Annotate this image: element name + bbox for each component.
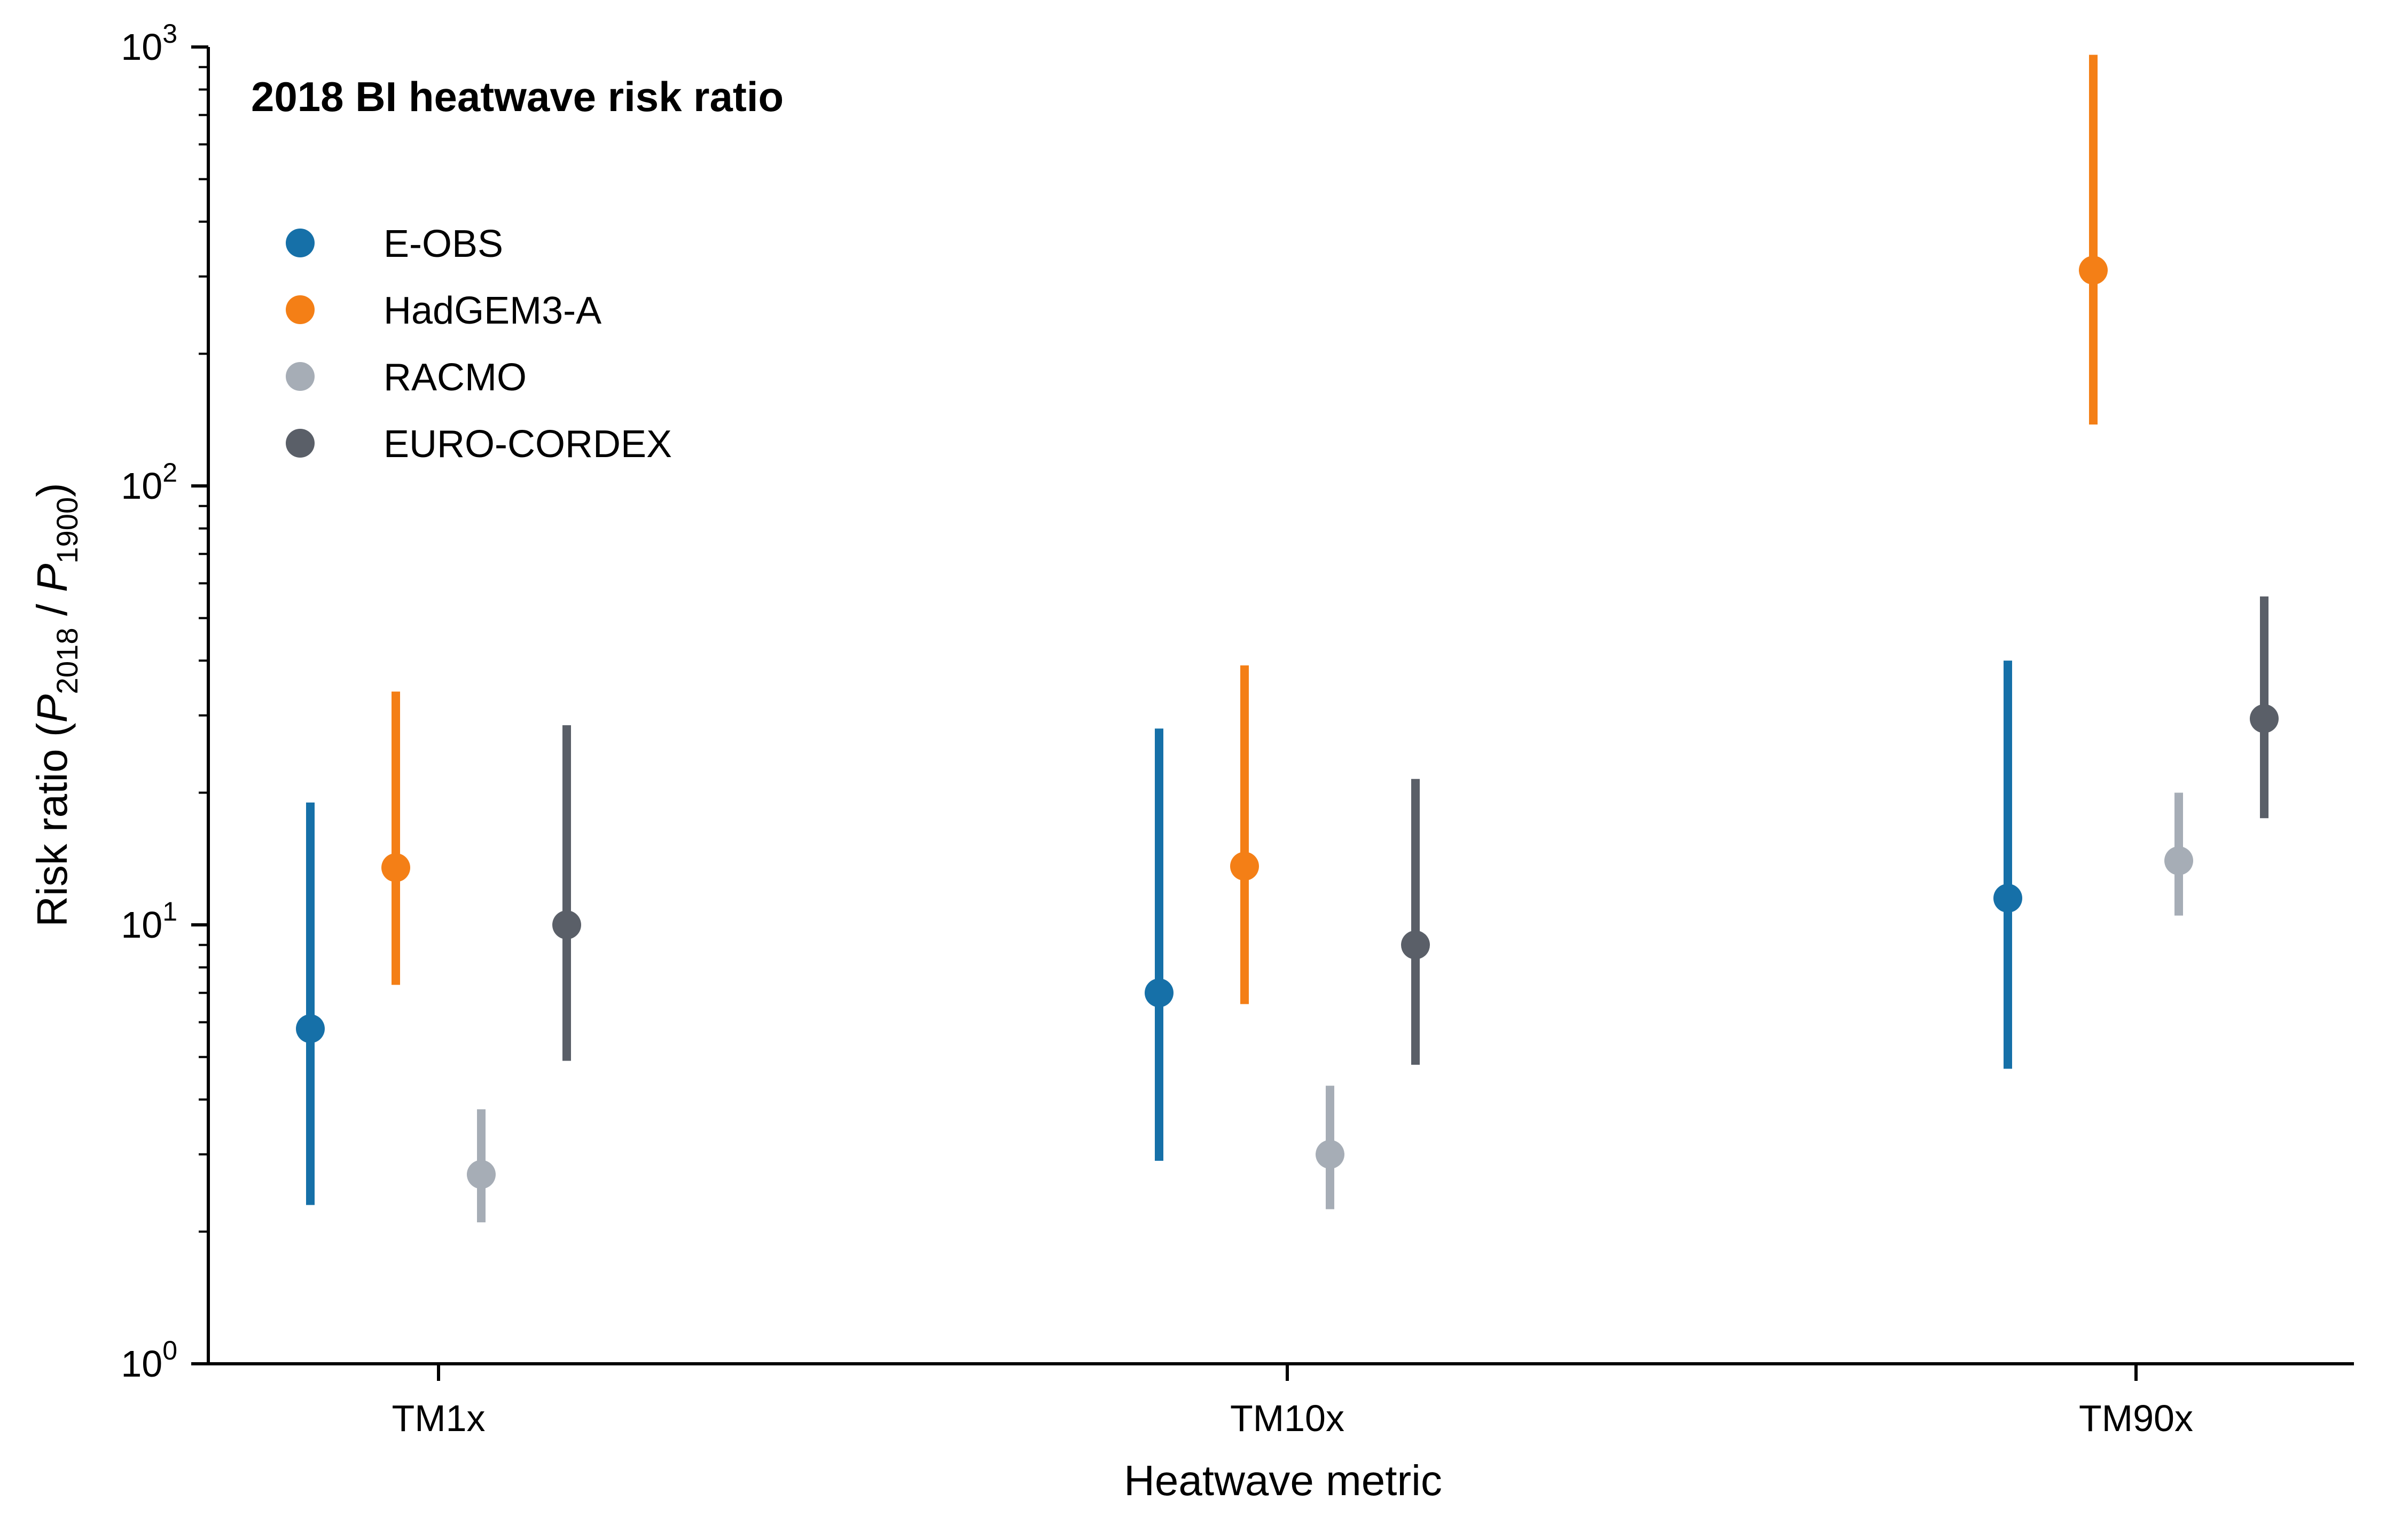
y-tick-label: 100 xyxy=(121,1335,177,1385)
point-racmo-tm10x xyxy=(1316,1140,1344,1169)
point-hadgem3-a-tm90x xyxy=(2079,256,2108,285)
point-e-obs-tm1x xyxy=(296,1014,325,1043)
point-hadgem3-a-tm10x xyxy=(1230,852,1259,881)
point-e-obs-tm90x xyxy=(1993,884,2022,913)
chart-marks xyxy=(296,54,2279,1223)
legend-label-racmo: RACMO xyxy=(384,356,527,399)
chart-title: 2018 BI heatwave risk ratio xyxy=(251,73,784,120)
legend-marker-hadgem3-a xyxy=(286,295,315,324)
legend-label-hadgem3-a: HadGEM3-A xyxy=(384,289,601,332)
x-tick-label: TM90x xyxy=(2079,1397,2193,1439)
point-euro-cordex-tm1x xyxy=(552,910,581,939)
x-tick-label: TM10x xyxy=(1230,1397,1344,1439)
point-euro-cordex-tm90x xyxy=(2250,704,2279,733)
point-euro-cordex-tm10x xyxy=(1401,930,1430,960)
legend-label-euro-cordex: EURO-CORDEX xyxy=(384,423,672,466)
x-tick-label: TM1x xyxy=(392,1397,486,1439)
point-racmo-tm90x xyxy=(2164,846,2193,875)
y-tick-label: 102 xyxy=(121,458,177,507)
legend-marker-e-obs xyxy=(286,229,315,257)
legend: E-OBS HadGEM3-A RACMO EURO-CORDEX xyxy=(286,223,672,466)
point-racmo-tm1x xyxy=(467,1160,496,1189)
y-tick-label: 101 xyxy=(121,897,177,946)
point-e-obs-tm10x xyxy=(1145,978,1174,1008)
y-tick-label: 103 xyxy=(121,19,177,68)
x-axis-label: Heatwave metric xyxy=(1124,1457,1442,1504)
legend-marker-racmo xyxy=(286,362,315,391)
x-axis-ticks: TM1x TM10x TM90x xyxy=(392,1364,2193,1439)
legend-label-e-obs: E-OBS xyxy=(384,223,503,265)
point-hadgem3-a-tm1x xyxy=(381,853,410,882)
legend-marker-euro-cordex xyxy=(286,429,315,458)
y-axis-ticks: 100 101 102 103 xyxy=(121,19,208,1385)
y-axis-label: Risk ratio (P2018 / P1900) xyxy=(28,483,84,926)
